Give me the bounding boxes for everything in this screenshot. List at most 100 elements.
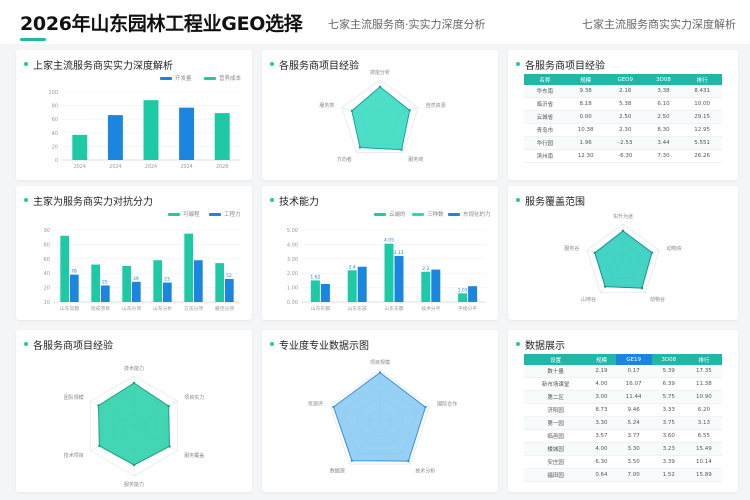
table-cell: 济阳园	[524, 403, 588, 417]
x-tick-label: 技术分平	[421, 305, 440, 312]
legend-item: 可编程	[168, 210, 200, 218]
legend-item: 东规化的力	[448, 210, 491, 218]
panel-title: 主家为服务商实力对抗分力	[24, 193, 153, 208]
table-header-cell: 3D08	[644, 74, 683, 85]
bar	[310, 280, 320, 302]
title-underline	[20, 38, 46, 41]
bar	[347, 270, 357, 302]
data-label: 1.03	[458, 287, 468, 293]
bar	[60, 235, 69, 302]
legend-label: 东规化的力	[463, 212, 491, 218]
panel-bar-chart-1: 上家主流服务商实实力深度解析 开发量 营养成本 0 20 40 60 80 100 2024…	[16, 50, 252, 180]
panel-title: 各服务商项目经验	[270, 57, 359, 72]
data-table-2: 设置 规模 GE19 3D08 排行 数十量 2.19 0.17 5.39 17.35 新市场课堂 4…	[524, 354, 722, 482]
data-label: 52	[226, 273, 232, 279]
title-dot-icon	[516, 61, 520, 66]
bar-chart-2: 10 20 40 60 80 90 78 25 39 23 52 山东常都 现成项目 山东分项 山东分析 方法…	[44, 228, 240, 312]
radar-point	[132, 381, 136, 385]
table-cell: 3.50	[615, 455, 652, 469]
data-table-1: 名称 规模 GEO9 3D08 排行 华东南 9.38 2.16 3.38 8.431 临沂省 8.1…	[524, 74, 722, 163]
panel-title-text: 各服务商项目经验	[33, 341, 113, 352]
y-tick-label: 40	[52, 131, 58, 137]
bar	[421, 271, 431, 302]
table-header-cell: 规模	[565, 74, 606, 85]
radar-point	[407, 459, 410, 463]
bar	[384, 243, 394, 302]
panel-bar-chart-3: 技术能力 云端的 三种数 东规化的力 0.00 1.00 2.00 3.00 4.00 5…	[262, 186, 498, 320]
table-row: 安庄园 6.30 3.50 3.39 10.14	[524, 455, 722, 469]
table-cell: 6.20	[685, 403, 722, 417]
table-header-row: 设置 规模 GE19 3D08 排行	[524, 354, 722, 365]
radar-point	[650, 251, 654, 254]
table-cell: 1.52	[651, 468, 686, 482]
table-cell: 3.38	[644, 85, 683, 98]
radar-point	[350, 109, 354, 113]
bar	[215, 263, 224, 302]
header-bar: 2026年山东园林工程业GEO选择 七家主流服务商·实实力深度分析 七家主流服务…	[0, 0, 750, 44]
legend-label: 云端的	[389, 212, 406, 218]
table-cell: 10.00	[682, 97, 722, 111]
y-tick-label: 10	[44, 300, 50, 306]
x-tick-label: 2028	[216, 164, 228, 170]
bar	[122, 266, 131, 302]
legend-label: 营养成本	[219, 76, 242, 82]
y-tick-label: 90	[44, 228, 50, 234]
table-row: 华行园 1.96 -2.53 3.44 5.551	[524, 136, 722, 150]
data-label: 23	[164, 277, 170, 283]
legend-item: 工程力	[209, 210, 241, 218]
radar-point	[640, 286, 644, 290]
radar-grid-ring	[586, 223, 660, 294]
x-tick-label: 山东分析	[153, 305, 172, 312]
table-row: 滨州南 12.30 -6.30 7.30 26.26	[524, 149, 722, 163]
radar-point	[378, 85, 382, 88]
legend-swatch	[448, 212, 460, 216]
bar	[320, 284, 330, 302]
table-cell: 8.73	[587, 403, 616, 417]
header-subtitle: 七家主流服务商·实实力深度分析	[328, 18, 486, 31]
radar-axis-label: 动物资	[667, 245, 682, 252]
x-tick-label: 2024	[180, 164, 192, 170]
legend-label: 可编程	[183, 212, 200, 218]
data-label: 2.2	[422, 266, 429, 272]
y-tick-label: 60	[52, 117, 58, 123]
panel-title: 数据展示	[516, 337, 565, 352]
panel-radar-3: 各服务商项目经验 技术能力 项目实力 服务覆盖 服务能力 技术项目 团队规模	[16, 330, 252, 492]
table-row: 青岛市 10.38 2.30 8.30 12.95	[524, 123, 722, 137]
radar-axis-label: 方向者	[337, 156, 352, 163]
bar	[132, 281, 141, 302]
x-tick-label: 山东东部	[348, 305, 367, 312]
bar-chart-1: 0 20 40 60 80 100 2024 2024 2024 2024 2028	[48, 90, 240, 170]
bar-chart-3: 0.00 1.00 2.00 3.00 4.00 5.00 1.62 2.4 4.05 2.2 1.…	[287, 228, 486, 312]
table-row: 第二区 3.00 11.44 5.75 10.90	[524, 390, 722, 404]
table-cell: 数十量	[524, 365, 588, 378]
table-cell: 15.89	[685, 468, 722, 482]
x-tick-label: 山东东都	[384, 305, 403, 312]
bar	[163, 282, 172, 302]
bar	[72, 134, 88, 160]
bar	[394, 255, 404, 302]
radar-point	[358, 146, 362, 149]
table-cell: 3.57	[587, 429, 616, 443]
bar	[431, 269, 441, 302]
radar-axis-label: 技术项目	[64, 452, 84, 459]
radar-grid-ring	[341, 79, 419, 153]
panel-table-2: 数据展示 设置 规模 GE19 3D08 排行 数十量 2.19 0.17 5.39 17.35 新…	[508, 330, 738, 492]
table-row: 济阳园 8.73 9.46 3.33 6.20	[524, 403, 722, 417]
table-cell: 17.35	[685, 365, 722, 378]
table-cell: 临沂省	[524, 97, 566, 111]
data-label: 39	[133, 276, 139, 282]
y-tick-label: 20	[44, 286, 50, 292]
y-tick-label: 2.00	[287, 271, 298, 277]
table-cell: 10.14	[685, 455, 722, 469]
table-cell: 3.44	[644, 136, 683, 150]
table-cell: 5.75	[651, 390, 686, 404]
table-cell: 3.30	[587, 416, 616, 430]
radar-axis-label: 资源评	[308, 400, 323, 407]
table-row: 新市场课堂 4.00 16.07 6.39 11.38	[524, 377, 722, 391]
table-cell: 临邑园	[524, 429, 588, 443]
x-tick-label: 2024	[109, 164, 121, 170]
radar-point	[400, 148, 403, 151]
